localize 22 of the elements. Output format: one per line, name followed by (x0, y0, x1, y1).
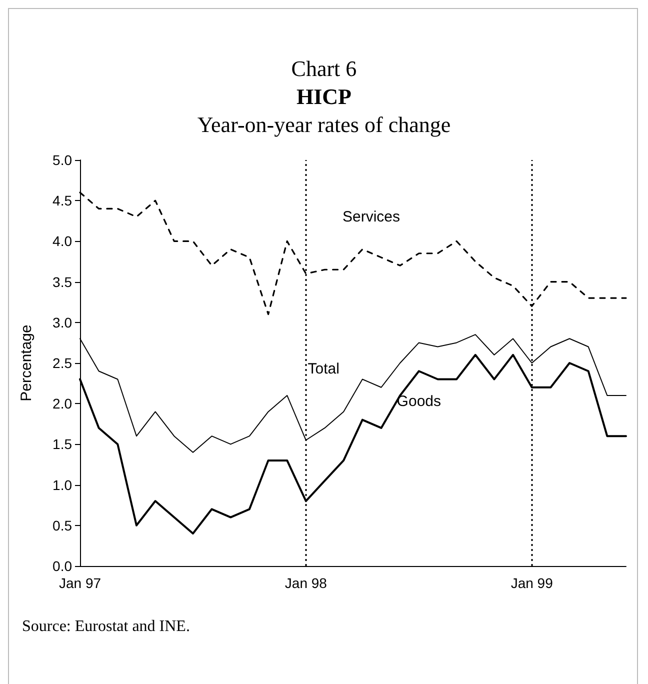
x-tick-label: Jan 99 (510, 575, 554, 591)
y-tick-label: 1.5 (52, 436, 72, 452)
chart-title: HICP (296, 84, 352, 110)
y-tick-label: 2.0 (52, 396, 72, 412)
chart-subtitle: Year-on-year rates of change (196, 112, 452, 138)
series-label: Total (308, 360, 340, 378)
x-tick-label: Jan 98 (284, 575, 328, 591)
y-tick-label: 0.5 (52, 517, 72, 534)
y-tick-label: 3.5 (52, 274, 72, 290)
y-tick-label: 4.0 (52, 233, 72, 250)
source-note: Source: Eurostat and INE. (22, 618, 190, 636)
y-tick-label: 4.5 (52, 192, 72, 209)
text: Services (342, 208, 400, 226)
y-tick-label: 0.0 (52, 558, 72, 574)
series-label: Goods (396, 393, 441, 410)
y-tick-label: 1.0 (52, 476, 72, 493)
y-tick-label: 2.5 (52, 355, 72, 371)
y-axis-title: Percentage (18, 324, 35, 402)
caption: Chart 6 (290, 56, 358, 82)
y-tick-label: 3.0 (52, 314, 72, 330)
y-tick-label: 5.0 (52, 152, 72, 168)
x-tick-label: Jan 97 (58, 575, 102, 591)
